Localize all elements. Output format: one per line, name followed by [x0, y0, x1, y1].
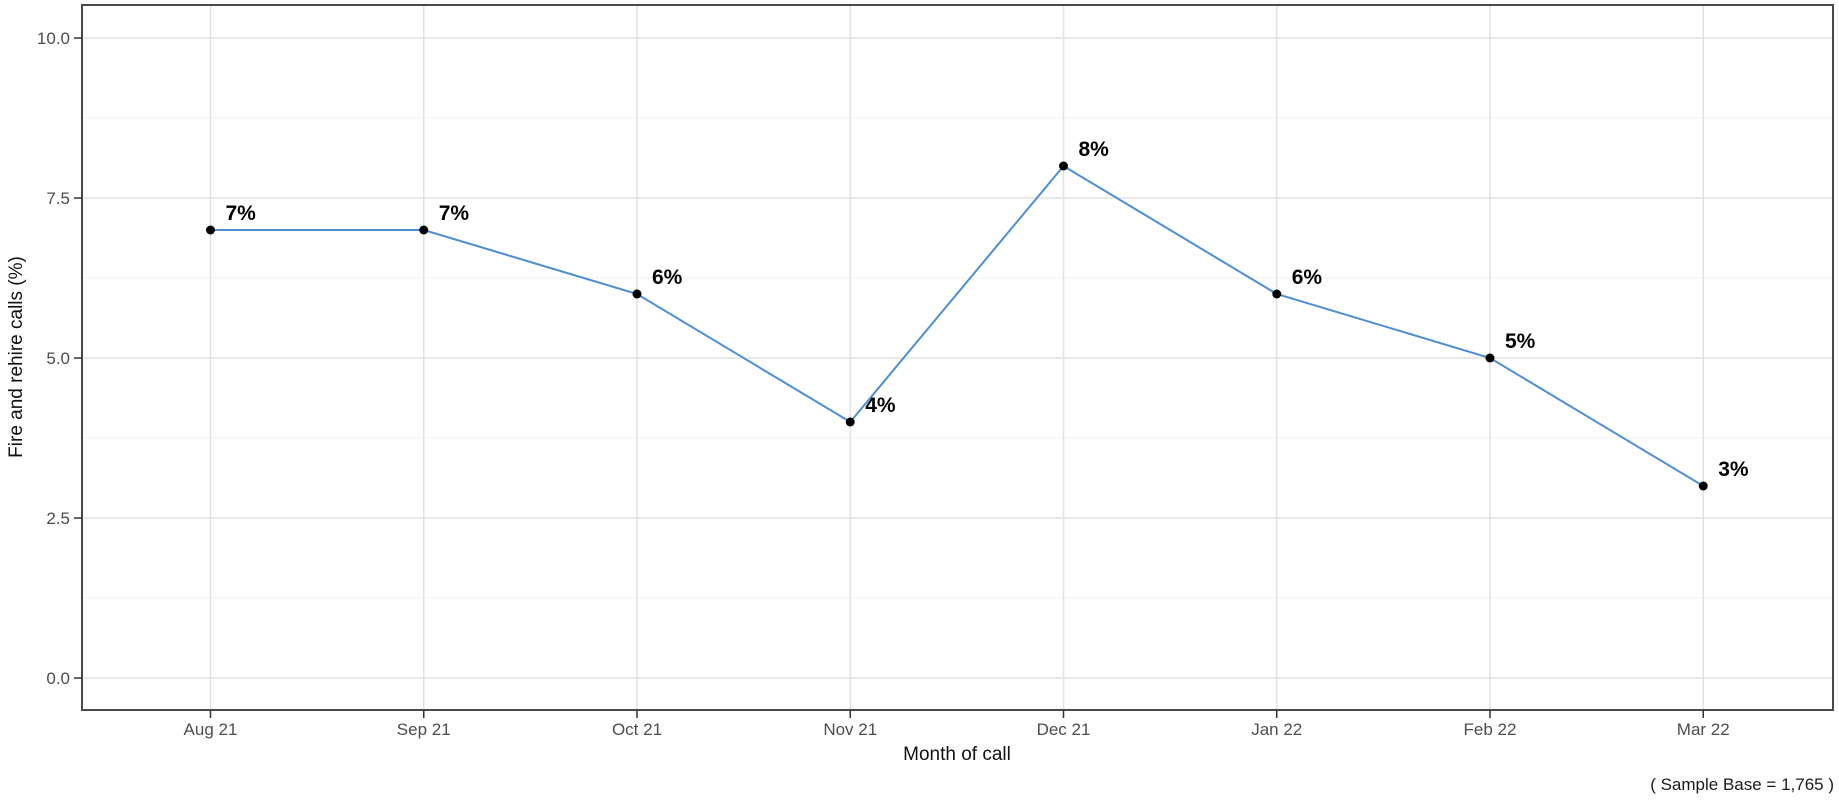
data-point	[632, 289, 642, 299]
x-axis-title: Month of call	[903, 744, 1011, 765]
x-tick-label: Aug 21	[184, 720, 238, 739]
axis-tick-marks	[74, 37, 1704, 718]
data-point	[1698, 481, 1708, 491]
sample-base-note: ( Sample Base = 1,765 )	[1650, 775, 1834, 794]
data-point	[419, 225, 429, 235]
data-point-label: 7%	[439, 202, 470, 225]
x-tick-label: Feb 22	[1464, 720, 1517, 739]
y-tick-label: 5.0	[46, 349, 70, 368]
data-point	[1272, 289, 1282, 299]
data-point-label: 6%	[1292, 266, 1323, 289]
data-point-label: 5%	[1505, 330, 1536, 353]
y-tick-label: 7.5	[46, 189, 70, 208]
data-point	[1485, 353, 1495, 363]
x-axis-tick-labels: Aug 21 Sep 21 Oct 21 Nov 21 Dec 21 Jan 22 Feb …	[184, 720, 1730, 739]
data-point-labels: 7% 7% 6% 4% 8% 6% 5% 3%	[226, 138, 1749, 481]
y-tick-label: 0.0	[46, 669, 70, 688]
data-points	[206, 161, 1708, 491]
data-point-label: 4%	[865, 394, 896, 417]
x-tick-label: Dec 21	[1037, 720, 1091, 739]
data-point-label: 3%	[1718, 458, 1749, 481]
data-point	[845, 417, 855, 427]
x-tick-label: Mar 22	[1677, 720, 1730, 739]
minor-gridlines	[82, 117, 1833, 599]
data-point-label: 6%	[652, 266, 683, 289]
x-tick-label: Nov 21	[823, 720, 877, 739]
y-tick-label: 2.5	[46, 509, 70, 528]
data-point	[1059, 161, 1068, 171]
data-point-label: 7%	[226, 202, 257, 225]
major-gridlines	[82, 5, 1833, 710]
data-point	[206, 225, 215, 235]
y-tick-label: 10.0	[37, 29, 70, 48]
x-tick-label: Oct 21	[612, 720, 662, 739]
y-axis-tick-labels: 0.0 2.5 5.0 7.5 10.0	[37, 29, 70, 688]
x-tick-label: Jan 22	[1251, 720, 1302, 739]
data-point-label: 8%	[1079, 138, 1110, 161]
y-axis-title: Fire and rehire calls (%)	[6, 256, 27, 458]
x-tick-label: Sep 21	[397, 720, 451, 739]
series-line	[210, 164, 1704, 487]
